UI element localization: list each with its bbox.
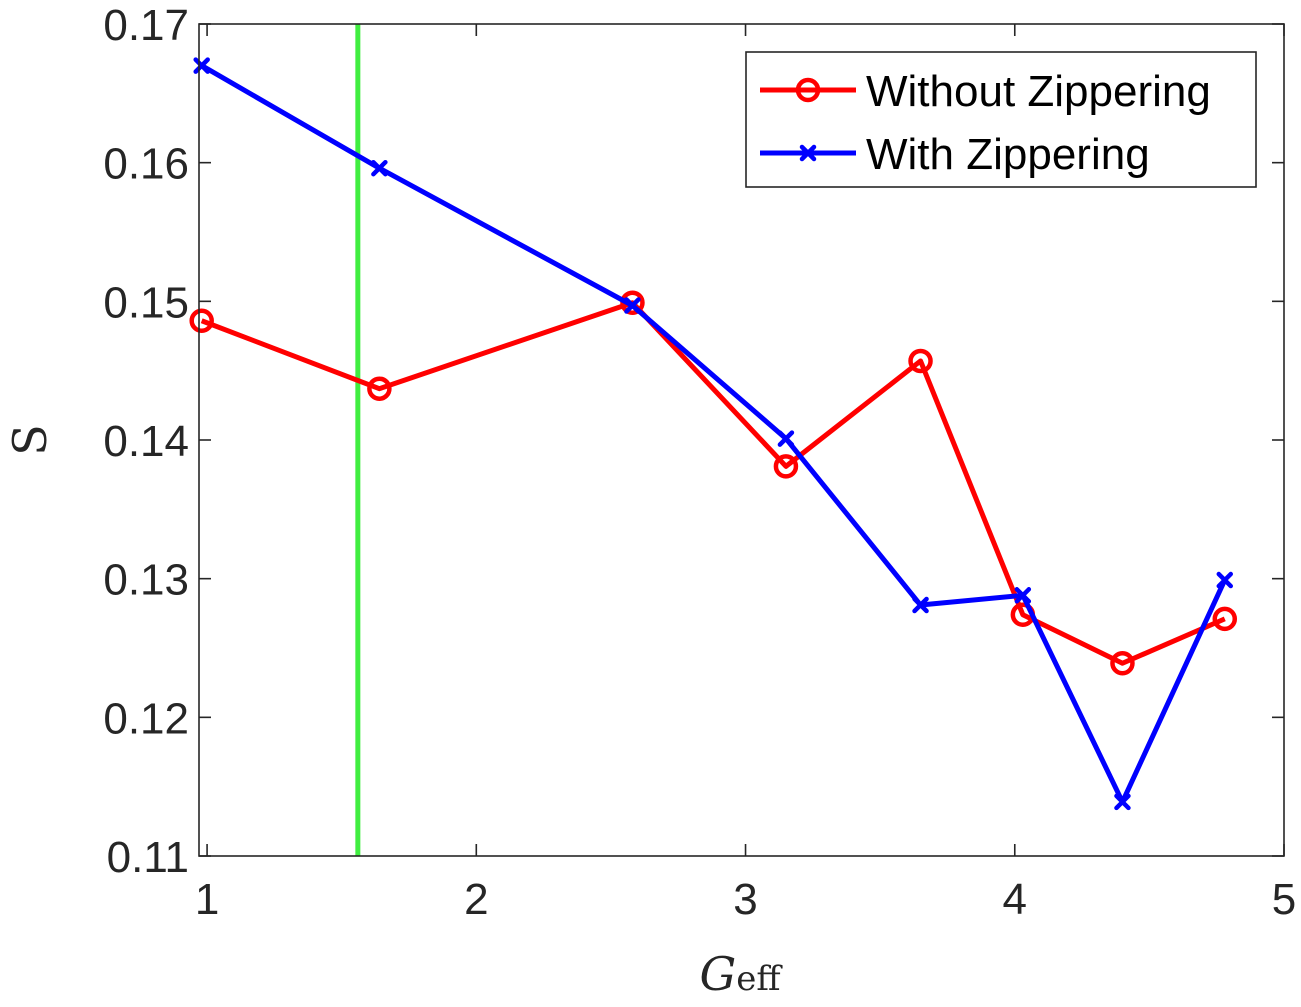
x-axis-label-sub: eff <box>736 959 783 999</box>
y-tick-label: 0.13 <box>103 556 189 605</box>
series-layer <box>189 57 1238 811</box>
legend-swatch-marker <box>799 144 817 162</box>
legend-label: With Zippering <box>866 130 1150 179</box>
data-point <box>1014 587 1032 604</box>
data-point <box>193 57 210 74</box>
legend-box <box>745 51 1257 188</box>
x-tick-label: 3 <box>733 875 757 924</box>
x-axis-label-main: G <box>699 947 736 1001</box>
x-tick-label: 4 <box>1003 875 1027 924</box>
legend-swatch-marker <box>795 77 821 103</box>
y-tick-label: 0.17 <box>103 1 189 50</box>
y-tick-label: 0.12 <box>103 694 189 743</box>
data-point <box>1114 793 1131 811</box>
series-with-zippering <box>193 57 1234 811</box>
legend-entry: With Zippering <box>760 130 1150 179</box>
data-point <box>1216 571 1234 589</box>
data-point <box>912 596 929 614</box>
y-tick-label: 0.11 <box>107 833 189 882</box>
data-point <box>371 159 388 177</box>
data-point <box>777 430 795 447</box>
y-axis-label: S <box>3 424 57 456</box>
data-point <box>624 297 641 314</box>
series-line <box>200 300 1226 666</box>
series-without-zippering <box>189 290 1238 676</box>
y-tick-label: 0.16 <box>103 140 189 189</box>
data-point <box>189 308 214 333</box>
tick-layer: 1 2 3 4 5 0.11 0.12 0.13 0.14 0.15 0.16 0.17 <box>103 1 1296 924</box>
legend-entry: Without Zippering <box>760 67 1211 116</box>
y-tick-label: 0.15 <box>103 278 189 327</box>
x-axis-label: Geff <box>699 947 783 1001</box>
series-line <box>200 63 1228 805</box>
data-point <box>908 348 933 374</box>
x-tick-label: 5 <box>1272 875 1296 924</box>
x-tick-label: 2 <box>464 875 488 924</box>
data-point <box>773 454 799 479</box>
data-point <box>1110 651 1135 676</box>
legend-label: Without Zippering <box>866 67 1211 116</box>
y-tick-label: 0.14 <box>103 417 189 466</box>
legend: Without Zippering With Zippering <box>745 51 1257 188</box>
x-tick-label: 1 <box>195 875 219 924</box>
data-point <box>1212 606 1238 632</box>
data-point <box>367 376 392 401</box>
